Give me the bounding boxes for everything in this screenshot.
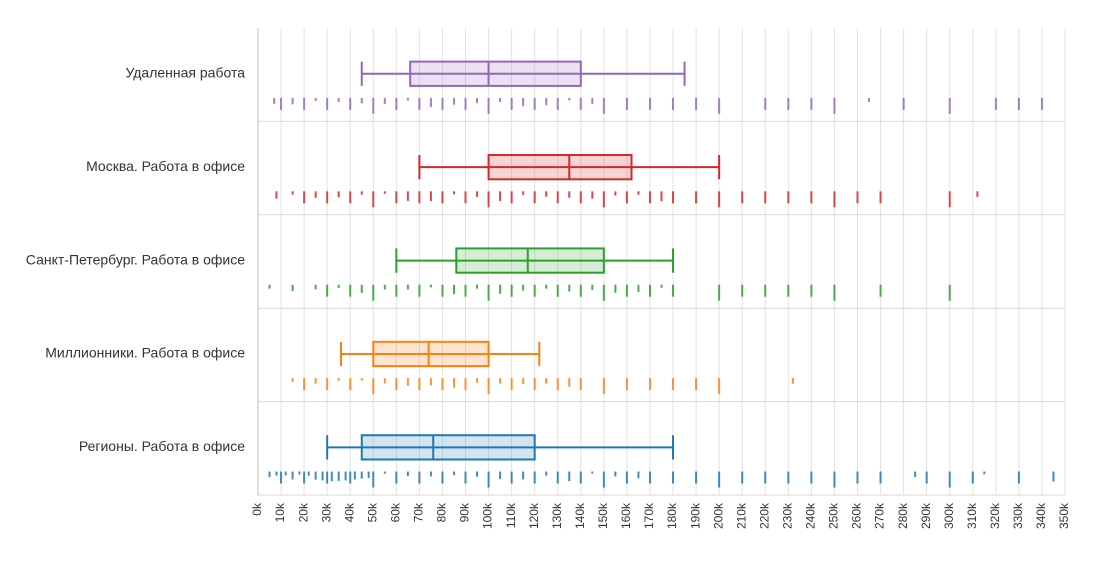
x-tick-label: 0k [250, 502, 264, 516]
x-tick-label: 260k [850, 502, 864, 529]
x-tick-label: 340k [1034, 502, 1048, 529]
row-labels: Удаленная работа Москва. Работа в офисе Са… [26, 64, 245, 454]
x-tick-label: 50k [365, 502, 379, 522]
iqr-box [455, 247, 605, 274]
box-plot [360, 60, 686, 87]
iqr-box [409, 60, 582, 87]
x-tick-label: 120k [527, 502, 541, 529]
x-tick-label: 350k [1057, 502, 1071, 529]
x-tick-label: 150k [596, 502, 610, 529]
x-tick-label: 170k [642, 502, 656, 529]
row-label: Регионы. Работа в офисе [79, 438, 245, 454]
box-plot [340, 340, 541, 368]
box-plot [395, 247, 675, 274]
x-tick-label: 250k [827, 502, 841, 529]
x-axis: 0k 10k 20k 30k 40k 50k 60k 70k 80k 90k 100k 110k 120… [250, 502, 1071, 529]
x-tick-label: 100k [481, 502, 495, 529]
x-tick-label: 80k [435, 502, 449, 522]
x-tick-label: 310k [965, 502, 979, 529]
x-tick-label: 60k [389, 502, 403, 522]
x-tick-label: 330k [1011, 502, 1025, 529]
row-label: Миллионники. Работа в офисе [45, 345, 245, 361]
row-label: Москва. Работа в офисе [86, 158, 245, 174]
x-tick-label: 210k [734, 502, 748, 529]
x-tick-label: 110k [504, 502, 518, 528]
x-tick-label: 320k [988, 502, 1002, 529]
x-tick-label: 240k [804, 502, 818, 529]
x-tick-label: 290k [919, 502, 933, 529]
x-tick-label: 180k [665, 502, 679, 529]
box-plot [418, 154, 721, 181]
box-plot [326, 434, 675, 461]
x-tick-label: 30k [319, 502, 333, 522]
x-tick-label: 90k [458, 502, 472, 522]
x-tick-label: 190k [688, 502, 702, 529]
x-tick-label: 270k [873, 502, 887, 529]
row-label: Удаленная работа [125, 64, 245, 80]
x-tick-label: 10k [273, 502, 287, 522]
x-tick-label: 70k [412, 502, 426, 522]
x-tick-label: 40k [342, 502, 356, 522]
x-tick-label: 280k [896, 502, 910, 529]
x-tick-label: 160k [619, 502, 633, 529]
row-label: Санкт-Петербург. Работа в офисе [26, 251, 245, 267]
box-plots [326, 60, 721, 461]
x-tick-label: 130k [550, 502, 564, 529]
x-tick-label: 200k [711, 502, 725, 529]
x-tick-label: 220k [757, 502, 771, 529]
iqr-box [360, 434, 536, 461]
x-tick-label: 20k [296, 502, 310, 522]
iqr-box [372, 340, 490, 368]
x-tick-label: 300k [942, 502, 956, 529]
iqr-box [487, 154, 633, 181]
strip-plots [268, 97, 1055, 488]
x-tick-label: 230k [780, 502, 794, 529]
x-tick-label: 140k [573, 502, 587, 529]
